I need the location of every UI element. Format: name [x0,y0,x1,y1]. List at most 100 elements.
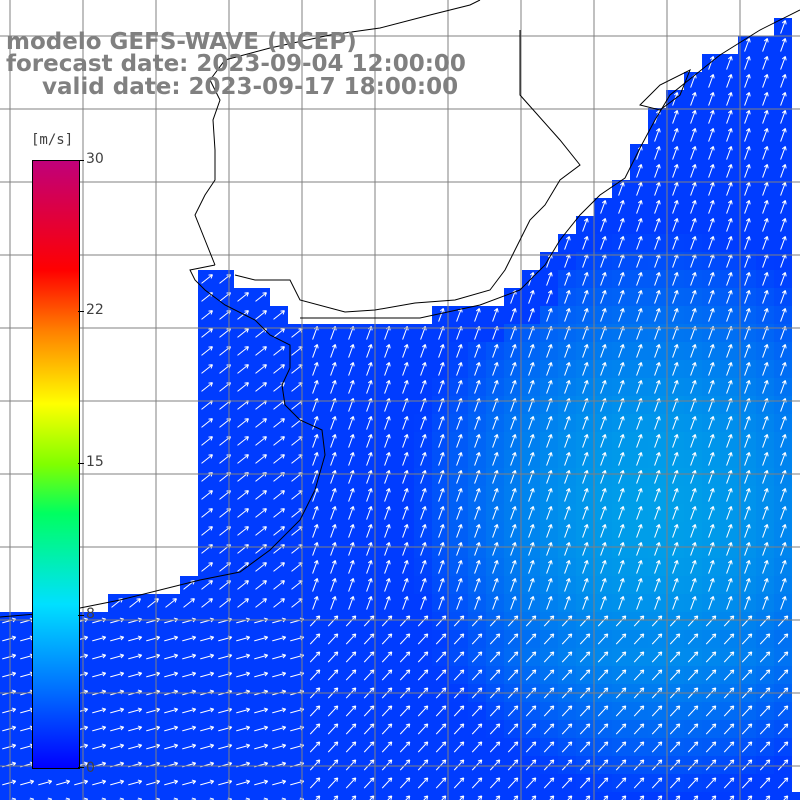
wind-arrow [201,274,213,284]
wind-cell [18,792,36,800]
wind-arrow [330,452,337,466]
wind-arrow [597,669,609,681]
wind-arrow [600,578,607,592]
wind-arrow [726,290,733,304]
wind-arrow [762,506,769,520]
wind-arrow [255,490,267,500]
wind-arrow [597,615,609,627]
wind-arrow [690,380,697,394]
wind-arrow [615,759,627,771]
wind-arrow [708,164,715,178]
wind-arrow [765,795,771,800]
wind-arrow [633,741,645,753]
wind-arrow [438,452,445,466]
wind-arrow [237,418,249,428]
wind-arrow [726,218,733,232]
wind-arrow [381,777,393,789]
wind-arrow [780,182,787,196]
wind-arrow [459,795,465,800]
wind-arrow [327,723,339,735]
wind-arrow [525,651,537,663]
wind-arrow [273,562,285,572]
wind-arrow [741,777,753,789]
wind-arrow [528,308,535,322]
wind-arrow [564,524,571,538]
border-line-path [194,0,481,266]
wind-arrow [309,651,321,663]
wind-cell [702,792,720,800]
wind-arrow [492,380,499,394]
wind-arrow [2,635,17,642]
wind-arrow [708,560,715,574]
wind-arrow [651,741,663,753]
wind-arrow [636,182,643,196]
wind-cell [612,792,630,800]
wind-cell [162,792,180,800]
wind-arrow [618,416,625,430]
wind-arrow [687,741,699,753]
wind-arrow [636,434,643,448]
wind-arrow [420,416,427,430]
wind-arrow [654,128,661,142]
wind-arrow [690,452,697,466]
wind-arrow [582,506,589,520]
wind-arrow [741,633,753,645]
wind-arrow [726,56,733,70]
wind-arrow [723,777,735,789]
wind-arrow [110,635,125,642]
wind-arrow [708,110,715,124]
wind-arrow [744,578,751,592]
wind-arrow [128,743,143,750]
wind-arrow [110,671,125,678]
wind-arrow [582,272,589,286]
wind-arrow [513,795,519,800]
wind-arrow [312,452,319,466]
wind-arrow [564,506,571,520]
wind-arrow [672,506,679,520]
wind-arrow [399,651,411,663]
wind-cell [270,792,288,800]
wind-arrow [492,524,499,538]
wind-arrow [435,705,447,717]
wind-arrow [164,779,179,786]
wind-arrow [312,362,319,376]
wind-arrow [654,290,661,304]
wind-arrow [474,524,481,538]
wind-arrow [164,635,179,642]
wind-arrow [651,669,663,681]
wind-arrow [705,705,717,717]
wind-arrow [456,596,463,610]
wind-arrow [618,434,625,448]
wind-arrow [237,346,249,356]
wind-arrow [309,615,321,627]
wind-arrow [615,633,627,645]
wind-arrow [780,524,787,538]
wind-arrow [492,596,499,610]
wind-arrow [654,200,661,214]
wind-arrow [312,416,319,430]
wind-arrow [705,633,717,645]
wind-arrow [780,380,787,394]
wind-arrow [489,669,501,681]
wind-arrow [272,671,287,678]
wind-arrow [492,416,499,430]
colorbar-tick-label: 15 [86,454,104,470]
wind-arrow [780,20,787,34]
wind-arrow [600,218,607,232]
wind-arrow [726,182,733,196]
wind-arrow [327,633,339,645]
wind-arrow [254,707,269,714]
wind-arrow [489,723,501,735]
wind-arrow [561,705,573,717]
wind-arrow [564,344,571,358]
wind-arrow [345,651,357,663]
wind-arrow [672,218,679,232]
wind-arrow [528,362,535,376]
wind-arrow [636,596,643,610]
wind-arrow [636,290,643,304]
wind-arrow [723,741,735,753]
wind-arrow [492,578,499,592]
wind-arrow [618,488,625,502]
wind-arrow [762,38,769,52]
